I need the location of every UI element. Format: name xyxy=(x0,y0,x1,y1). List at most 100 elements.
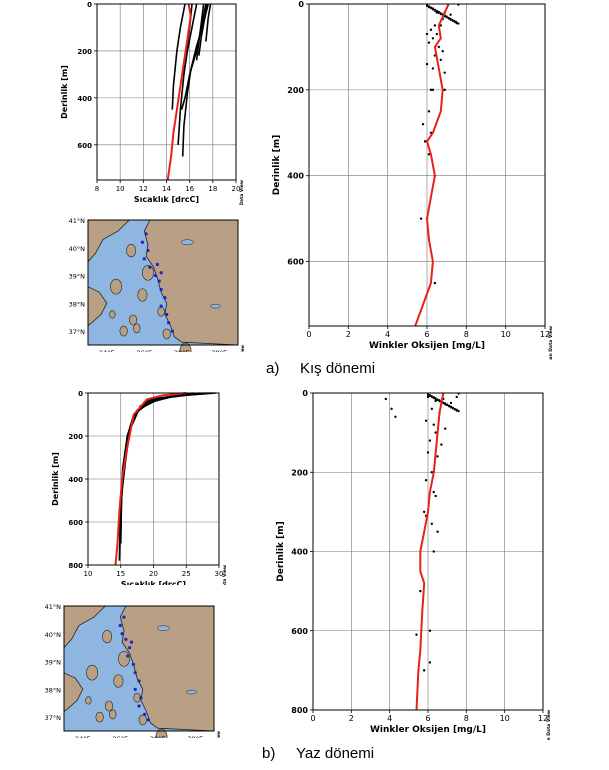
station-point xyxy=(124,637,128,641)
latitude-label: 41°N xyxy=(45,603,62,611)
x-tick-label: 10 xyxy=(84,570,93,578)
x-tick-label: 12 xyxy=(139,185,148,193)
data-point xyxy=(435,32,439,36)
x-tick-label: 4 xyxy=(387,714,392,723)
data-point xyxy=(429,88,433,92)
data-point xyxy=(434,431,437,434)
data-point xyxy=(426,5,428,8)
station-point xyxy=(120,632,124,636)
data-point xyxy=(424,478,428,482)
y-tick-label: 600 xyxy=(291,627,308,636)
data-point xyxy=(432,423,435,426)
x-tick-label: 0 xyxy=(310,714,315,723)
data-point xyxy=(427,153,431,156)
latitude-label: 37°N xyxy=(45,714,62,722)
data-point xyxy=(431,67,435,70)
island xyxy=(128,314,138,326)
y-tick-label: 0 xyxy=(302,389,308,398)
island xyxy=(133,323,141,334)
data-point xyxy=(433,281,437,285)
island xyxy=(95,711,104,723)
station-point xyxy=(157,279,161,283)
caption-summer-text: Yaz dönemi xyxy=(296,745,375,762)
x-tick-label: 12 xyxy=(540,330,550,339)
longitude-label: 26°E xyxy=(136,349,152,352)
caption-summer-letter: b) xyxy=(262,745,276,762)
x-tick-label: 30 xyxy=(215,570,224,578)
x-tick-label: 0 xyxy=(306,330,311,339)
y-tick-label: 200 xyxy=(291,468,308,477)
latitude-label: 38°N xyxy=(45,686,62,694)
x-tick-label: 8 xyxy=(95,185,99,193)
longitude-label: 24°E xyxy=(99,349,115,352)
station-point xyxy=(142,257,146,261)
data-point xyxy=(448,405,451,408)
winter-station-map: 41°N 40°N 39°N 38°N 37°N 24°E 26°E 28°E 30°E Ocea… xyxy=(69,217,245,352)
data-point xyxy=(446,404,449,407)
data-point xyxy=(447,17,450,20)
x-tick-label: 20 xyxy=(232,185,241,193)
data-point xyxy=(440,443,443,446)
station-point xyxy=(137,679,141,683)
data-point xyxy=(431,88,435,92)
y-tick-label: 800 xyxy=(291,706,308,715)
y-tick-label: 400 xyxy=(291,548,308,557)
caption-winter: a) Kış dönemi xyxy=(266,360,375,377)
data-point xyxy=(449,13,452,16)
data-point xyxy=(419,589,422,593)
data-point xyxy=(433,24,437,27)
y-tick-label: 200 xyxy=(77,48,92,56)
data-point xyxy=(450,406,452,409)
x-tick-label: 18 xyxy=(208,185,217,193)
data-point xyxy=(432,490,435,494)
summer-oxygen-chart: 0 2 4 6 8 10 12 0 200 400 600 800 Winkler Oksijen [m… xyxy=(276,389,552,740)
data-point xyxy=(432,550,435,553)
x-tick-label: 6 xyxy=(424,330,429,339)
data-point xyxy=(451,407,454,410)
lake xyxy=(210,303,221,309)
data-point xyxy=(426,451,430,454)
ocean-data-view-watermark: Ocean Data View xyxy=(240,345,245,352)
data-point xyxy=(455,409,458,412)
longitude-label: 28°E xyxy=(150,735,166,738)
ocean-data-view-watermark: Ocean Data View xyxy=(546,710,552,740)
data-point xyxy=(437,12,440,15)
x-tick-label: 6 xyxy=(425,714,430,723)
data-point xyxy=(455,395,458,399)
x-tick-label: 2 xyxy=(349,714,354,723)
data-point xyxy=(444,427,447,430)
data-point xyxy=(437,45,440,49)
y-tick-label: 200 xyxy=(68,433,83,441)
y-tick-label: 600 xyxy=(287,258,304,267)
data-point xyxy=(428,661,432,664)
lake xyxy=(157,625,170,631)
data-point xyxy=(428,439,432,442)
latitude-label: 40°N xyxy=(45,631,62,639)
y-tick-label: 0 xyxy=(78,390,83,398)
x-tick-label: 16 xyxy=(185,185,194,193)
island xyxy=(85,696,92,705)
x-tick-label: 14 xyxy=(162,185,171,193)
data-point xyxy=(438,400,441,403)
station-point xyxy=(133,687,137,691)
station-point xyxy=(170,329,174,333)
data-point xyxy=(425,62,429,66)
x-tick-label: 8 xyxy=(464,714,469,723)
caption-winter-letter: a) xyxy=(266,360,280,377)
data-point xyxy=(419,217,423,220)
data-point xyxy=(427,393,429,396)
data-point xyxy=(415,633,418,636)
station-point xyxy=(159,304,163,308)
summer-temperature-chart: 10 15 20 25 30 0 200 400 600 800 Sıcaklık [drcC] De… xyxy=(51,390,228,585)
data-point xyxy=(427,41,431,44)
data-point xyxy=(443,71,446,74)
station-point xyxy=(167,321,171,325)
station-point xyxy=(159,271,163,275)
data-point xyxy=(435,10,438,13)
data-point xyxy=(426,395,430,399)
station-point xyxy=(129,640,134,644)
data-point xyxy=(449,401,453,405)
data-point xyxy=(444,403,447,406)
station-point xyxy=(153,273,158,278)
ocean-data-view-watermark: Ocean Data View xyxy=(239,180,245,205)
